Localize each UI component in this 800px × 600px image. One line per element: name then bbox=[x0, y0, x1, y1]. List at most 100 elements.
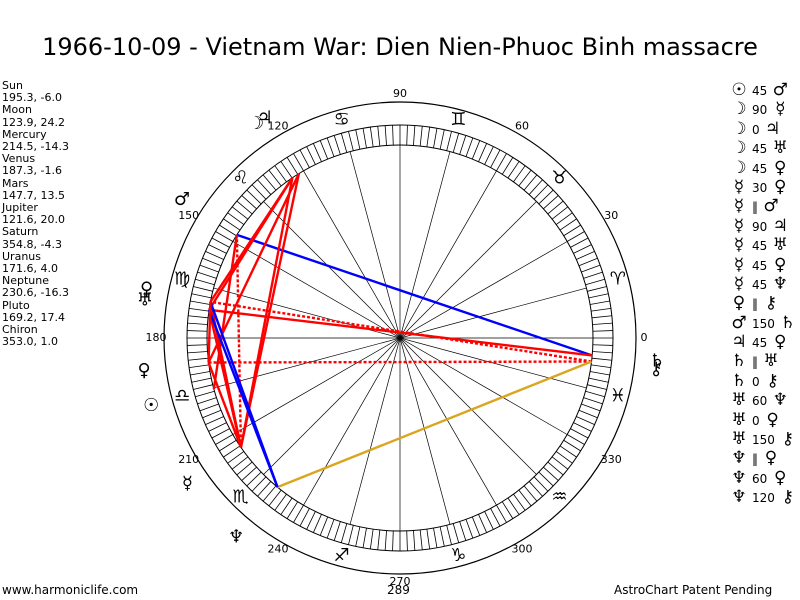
degree-tick bbox=[197, 271, 217, 279]
planet-name: Mercury bbox=[2, 127, 47, 141]
degree-tick bbox=[523, 174, 538, 191]
aspect-line bbox=[207, 362, 243, 448]
degree-label: 90 bbox=[393, 87, 407, 100]
planet-glyph-icon: ♅ bbox=[731, 390, 747, 411]
planet-coords: 187.3, -1.6 bbox=[2, 164, 62, 178]
degree-tick bbox=[262, 174, 277, 191]
degree-tick bbox=[566, 434, 585, 445]
degree-tick bbox=[591, 315, 612, 319]
degree-tick bbox=[340, 523, 348, 543]
planet-glyph-icon: ♄ bbox=[731, 370, 747, 391]
degree-tick bbox=[215, 434, 234, 445]
degree-tick bbox=[188, 357, 209, 361]
planet-glyph-icon: ♀ bbox=[774, 176, 787, 197]
zodiac-sign-icon: ♐ bbox=[334, 545, 350, 566]
degree-tick bbox=[507, 161, 520, 179]
degree-tick bbox=[199, 403, 219, 412]
planet-glyph-icon: ♅ bbox=[763, 351, 779, 372]
degree-tick bbox=[513, 493, 526, 511]
planet-glyph-icon: ♄ bbox=[780, 312, 796, 333]
degree-tick bbox=[533, 476, 549, 492]
degree-tick bbox=[195, 390, 215, 398]
degree-tick bbox=[208, 244, 227, 254]
degree-tick bbox=[236, 461, 253, 476]
aspect-line bbox=[209, 177, 294, 303]
degree-tick bbox=[484, 146, 494, 165]
degree-tick bbox=[246, 471, 262, 487]
degree-tick bbox=[274, 165, 287, 183]
outer-circle bbox=[163, 101, 637, 575]
degree-tick bbox=[187, 322, 208, 325]
wheel-spoke bbox=[213, 287, 587, 389]
planet-marker-icon: ♂ bbox=[174, 189, 190, 210]
degree-tick bbox=[518, 489, 532, 507]
degree-tick bbox=[187, 351, 208, 354]
degree-tick bbox=[280, 497, 293, 515]
degree-tick bbox=[543, 466, 559, 481]
degree-tick bbox=[559, 218, 577, 231]
degree-tick bbox=[426, 127, 431, 147]
degree-tick bbox=[570, 237, 589, 248]
degree-label: 120 bbox=[268, 120, 289, 133]
degree-tick bbox=[592, 330, 613, 332]
planet-glyph-icon: ♃ bbox=[772, 215, 788, 236]
aspect-angle: 45 bbox=[752, 239, 768, 254]
aspect-row: ☉ 45 ♂ bbox=[728, 80, 799, 100]
degree-tick bbox=[202, 409, 222, 419]
degree-tick bbox=[191, 377, 212, 383]
zodiac-sign-icon: ♏ bbox=[232, 486, 248, 507]
degree-tick bbox=[355, 526, 361, 547]
degree-tick bbox=[501, 157, 514, 175]
degree-tick bbox=[538, 189, 554, 205]
degree-tick bbox=[478, 143, 488, 162]
degree-tick bbox=[280, 161, 293, 179]
degree-tick bbox=[251, 476, 267, 492]
degree-tick bbox=[528, 481, 543, 497]
aspect-row: ♄ ‖ ♅ bbox=[728, 351, 799, 372]
degree-tick bbox=[227, 451, 245, 464]
degree-tick bbox=[471, 516, 481, 536]
zodiac-sign-icon: ♓ bbox=[610, 385, 626, 406]
planet-marker-icon: ♀ bbox=[140, 279, 153, 300]
degree-label: 180 bbox=[146, 331, 167, 344]
planet-marker-icon: ♃ bbox=[257, 107, 273, 128]
zodiac-sign-icon: ♎ bbox=[174, 385, 190, 406]
degree-tick bbox=[419, 126, 423, 147]
degree-tick bbox=[419, 529, 423, 550]
aspect-row: ☿ 45 ♀ bbox=[728, 255, 799, 275]
planet-position-list: Sun 195.3, -6.0 Moon 123.9, 24.2 Mercury 214.… bbox=[2, 79, 69, 348]
planet-glyph-icon: ⚷ bbox=[766, 370, 779, 391]
degree-tick bbox=[452, 523, 460, 543]
degree-tick bbox=[426, 529, 431, 549]
degree-tick bbox=[587, 384, 607, 390]
planet-glyph-icon: ♅ bbox=[731, 429, 747, 450]
degree-tick bbox=[547, 200, 564, 215]
planet-glyph-icon: ♀ bbox=[774, 332, 787, 353]
degree-tick bbox=[573, 422, 592, 432]
planet-marker-icon: ♆ bbox=[228, 526, 244, 547]
degree-tick bbox=[215, 231, 234, 242]
degree-tick bbox=[384, 125, 387, 146]
planet-glyph-icon: ♂ bbox=[763, 196, 779, 217]
aspect-row: ♆ 60 ♀ bbox=[728, 468, 799, 488]
planet-coords: 354.8, -4.3 bbox=[2, 237, 62, 251]
degree-label: 210 bbox=[178, 453, 199, 466]
degree-tick bbox=[583, 397, 603, 405]
degree-tick bbox=[523, 485, 538, 502]
aspect-line bbox=[208, 308, 593, 357]
degree-tick bbox=[257, 179, 272, 195]
degree-tick bbox=[293, 153, 304, 172]
aspect-line bbox=[239, 173, 301, 448]
planet-name: Neptune bbox=[2, 274, 50, 288]
degree-tick bbox=[446, 131, 452, 151]
planet-name: Saturn bbox=[2, 225, 39, 239]
planet-glyph-icon: ♆ bbox=[731, 487, 747, 508]
aspect-line bbox=[235, 234, 243, 448]
degree-tick bbox=[326, 137, 335, 157]
degree-tick bbox=[392, 125, 394, 146]
degree-tick bbox=[191, 293, 212, 299]
zodiac-sign-icon: ♋ bbox=[334, 109, 350, 130]
degree-tick bbox=[496, 504, 507, 523]
aspect-angle: 60 bbox=[752, 394, 768, 409]
degree-tick bbox=[268, 489, 282, 507]
